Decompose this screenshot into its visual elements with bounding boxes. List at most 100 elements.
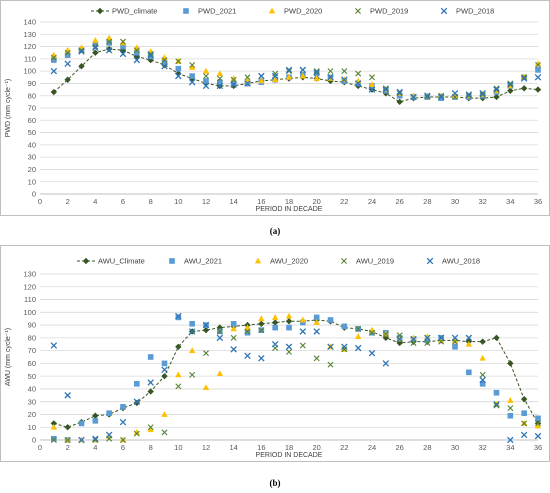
legend-label: AWU_Climate xyxy=(98,257,145,266)
data-point xyxy=(64,392,71,399)
x-axis-title: PERIOD IN DECADE xyxy=(256,206,323,213)
legend-label: AWU_2020 xyxy=(270,257,308,266)
data-point xyxy=(369,74,375,81)
data-point xyxy=(465,91,473,98)
y-tick-label: 120 xyxy=(23,282,36,291)
data-point xyxy=(202,82,210,90)
data-point xyxy=(451,337,459,343)
x-tick-label: 8 xyxy=(149,197,153,206)
x-tick-label: 36 xyxy=(534,443,542,452)
x-tick-label: 24 xyxy=(368,197,376,206)
panel-border xyxy=(0,245,550,462)
data-point xyxy=(161,372,168,380)
x-tick-label: 8 xyxy=(149,443,153,452)
data-point xyxy=(271,319,279,326)
data-point xyxy=(286,68,292,75)
y-tick-label: 50 xyxy=(28,128,36,137)
data-point xyxy=(493,334,500,342)
series-PWD_2020 xyxy=(50,34,542,99)
series-PWD_2021 xyxy=(51,40,541,101)
data-point xyxy=(479,338,486,345)
data-point xyxy=(50,423,58,430)
y-tick-label: 10 xyxy=(28,423,36,432)
data-point xyxy=(244,324,251,331)
legend-item: PWD_2021 xyxy=(183,7,236,16)
data-point xyxy=(507,412,514,419)
data-point xyxy=(133,399,141,407)
legend-marker xyxy=(183,8,189,14)
y-tick-label: 0 xyxy=(32,436,36,445)
legend-marker xyxy=(426,257,434,265)
data-point xyxy=(78,47,85,54)
data-point xyxy=(313,69,320,76)
data-point xyxy=(244,80,251,87)
data-point xyxy=(258,77,265,84)
legend-marker xyxy=(440,7,448,15)
y-tick-label: 20 xyxy=(28,410,36,419)
data-point xyxy=(188,328,196,335)
data-point xyxy=(535,67,541,73)
data-point xyxy=(479,371,486,378)
data-point xyxy=(368,326,376,333)
legend-label: PWD_2019 xyxy=(370,7,408,16)
data-point xyxy=(354,333,362,339)
data-point xyxy=(64,437,71,443)
data-point xyxy=(147,354,154,360)
x-tick-label: 34 xyxy=(506,443,514,452)
x-tick-label: 34 xyxy=(506,197,514,206)
legend-item: AWU_2019 xyxy=(341,257,394,266)
data-point xyxy=(299,66,307,74)
data-point xyxy=(92,43,99,50)
data-point xyxy=(521,74,528,81)
data-point xyxy=(161,62,168,70)
x-tick-label: 36 xyxy=(534,197,542,206)
data-point xyxy=(92,37,99,43)
data-point xyxy=(437,334,445,342)
data-point xyxy=(147,388,154,395)
data-point xyxy=(479,354,486,361)
y-tick-label: 50 xyxy=(28,372,36,381)
data-point xyxy=(451,334,459,342)
data-point xyxy=(479,376,486,384)
series-PWD_2018 xyxy=(50,44,542,101)
x-tick-label: 16 xyxy=(257,443,265,452)
y-tick-label: 10 xyxy=(28,177,36,186)
y-tick-label: 110 xyxy=(24,54,36,63)
data-point xyxy=(271,72,279,80)
data-point xyxy=(92,412,99,419)
legend-marker xyxy=(268,7,276,14)
data-point xyxy=(341,323,348,330)
data-point xyxy=(369,329,375,336)
data-point xyxy=(465,334,473,342)
data-point xyxy=(313,68,320,75)
data-point xyxy=(299,328,307,335)
data-point xyxy=(300,319,306,326)
data-point xyxy=(216,82,224,90)
data-point xyxy=(50,342,58,349)
panel-caption: (a) xyxy=(270,226,281,236)
legend-marker xyxy=(169,258,175,264)
data-point xyxy=(216,370,224,376)
legend-item: AWU_Climate xyxy=(77,257,145,266)
data-point xyxy=(147,50,154,57)
x-tick-label: 30 xyxy=(451,197,459,206)
data-point xyxy=(258,327,265,334)
data-point xyxy=(534,86,542,93)
y-tick-label: 80 xyxy=(28,333,36,342)
data-point xyxy=(78,436,85,444)
legend-item: AWU_2020 xyxy=(254,257,308,266)
data-point xyxy=(258,72,265,80)
data-point xyxy=(410,93,417,101)
data-point xyxy=(147,424,154,431)
legend-label: PWD_climate xyxy=(112,7,157,16)
data-point xyxy=(217,79,223,85)
data-point xyxy=(92,418,99,424)
data-point xyxy=(147,379,154,386)
data-point xyxy=(133,430,140,437)
legend-item: PWD_2018 xyxy=(440,7,494,16)
data-point xyxy=(202,384,210,391)
data-point xyxy=(285,318,293,325)
